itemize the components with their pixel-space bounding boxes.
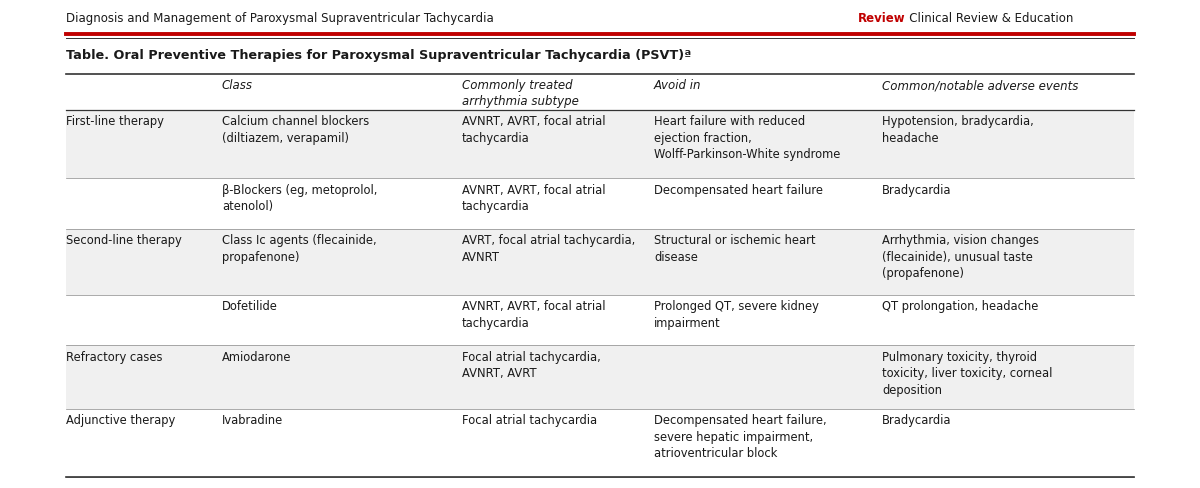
Text: Clinical Review & Education: Clinical Review & Education: [898, 12, 1073, 25]
Text: Focal atrial tachycardia: Focal atrial tachycardia: [462, 414, 598, 427]
Text: Class: Class: [222, 79, 253, 92]
Text: Bradycardia: Bradycardia: [882, 183, 952, 197]
Text: Common/notable adverse events: Common/notable adverse events: [882, 79, 1079, 92]
Text: Table. Oral Preventive Therapies for Paroxysmal Supraventricular Tachycardia (PS: Table. Oral Preventive Therapies for Par…: [66, 49, 691, 62]
Text: QT prolongation, headache: QT prolongation, headache: [882, 300, 1038, 313]
Bar: [66, 110, 1134, 178]
Text: Refractory cases: Refractory cases: [66, 351, 162, 364]
Text: Avoid in: Avoid in: [654, 79, 702, 92]
Bar: [66, 178, 1134, 229]
Text: Structural or ischemic heart
disease: Structural or ischemic heart disease: [654, 234, 816, 264]
Text: Prolonged QT, severe kidney
impairment: Prolonged QT, severe kidney impairment: [654, 300, 818, 330]
Text: Second-line therapy: Second-line therapy: [66, 234, 181, 247]
Text: Class Ic agents (flecainide,
propafenone): Class Ic agents (flecainide, propafenone…: [222, 234, 377, 264]
Text: β-Blockers (eg, metoprolol,
atenolol): β-Blockers (eg, metoprolol, atenolol): [222, 183, 377, 213]
Text: Heart failure with reduced
ejection fraction,
Wolff-Parkinson-White syndrome: Heart failure with reduced ejection frac…: [654, 115, 840, 161]
Bar: [66, 229, 1134, 295]
Text: Amiodarone: Amiodarone: [222, 351, 292, 364]
Text: Decompensated heart failure,
severe hepatic impairment,
atrioventricular block: Decompensated heart failure, severe hepa…: [654, 414, 827, 460]
Text: Arrhythmia, vision changes
(flecainide), unusual taste
(propafenone): Arrhythmia, vision changes (flecainide),…: [882, 234, 1039, 280]
Text: AVNRT, AVRT, focal atrial
tachycardia: AVNRT, AVRT, focal atrial tachycardia: [462, 300, 606, 330]
Text: Hypotension, bradycardia,
headache: Hypotension, bradycardia, headache: [882, 115, 1033, 144]
Text: Calcium channel blockers
(diltiazem, verapamil): Calcium channel blockers (diltiazem, ver…: [222, 115, 370, 144]
Bar: [66, 295, 1134, 346]
Bar: [66, 346, 1134, 409]
Text: Adjunctive therapy: Adjunctive therapy: [66, 414, 175, 427]
Text: AVRT, focal atrial tachycardia,
AVNRT: AVRT, focal atrial tachycardia, AVNRT: [462, 234, 635, 264]
Text: Bradycardia: Bradycardia: [882, 414, 952, 427]
Text: Decompensated heart failure: Decompensated heart failure: [654, 183, 823, 197]
Text: First-line therapy: First-line therapy: [66, 115, 164, 128]
Bar: [66, 409, 1134, 477]
Text: Ivabradine: Ivabradine: [222, 414, 283, 427]
Text: Commonly treated
arrhythmia subtype: Commonly treated arrhythmia subtype: [462, 79, 578, 108]
Text: Dofetilide: Dofetilide: [222, 300, 278, 313]
Text: Focal atrial tachycardia,
AVNRT, AVRT: Focal atrial tachycardia, AVNRT, AVRT: [462, 351, 601, 380]
Text: Diagnosis and Management of Paroxysmal Supraventricular Tachycardia: Diagnosis and Management of Paroxysmal S…: [66, 12, 493, 25]
Text: Review: Review: [858, 12, 906, 25]
Text: Pulmonary toxicity, thyroid
toxicity, liver toxicity, corneal
deposition: Pulmonary toxicity, thyroid toxicity, li…: [882, 351, 1052, 397]
Text: AVNRT, AVRT, focal atrial
tachycardia: AVNRT, AVRT, focal atrial tachycardia: [462, 115, 606, 144]
Text: AVNRT, AVRT, focal atrial
tachycardia: AVNRT, AVRT, focal atrial tachycardia: [462, 183, 606, 213]
